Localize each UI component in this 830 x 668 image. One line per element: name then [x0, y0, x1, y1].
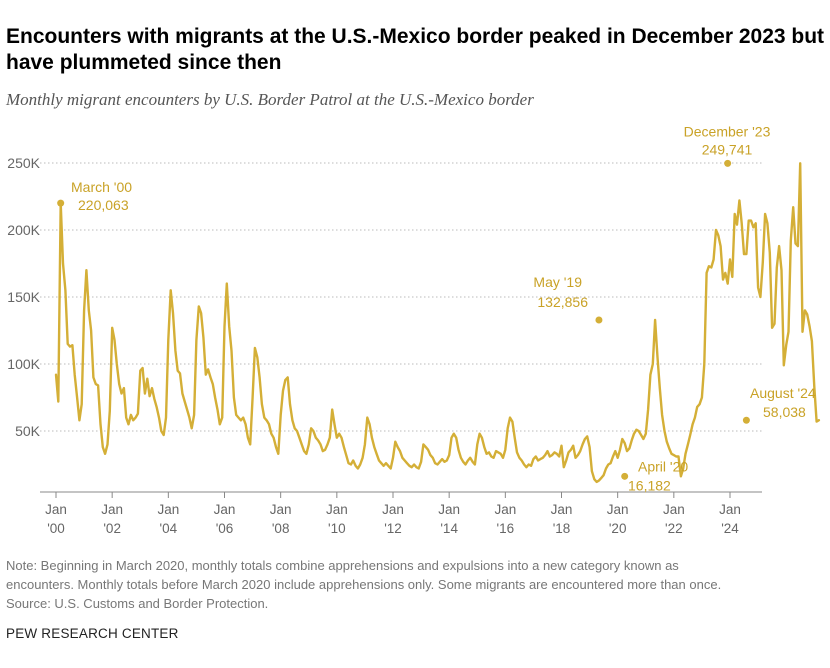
x-tick-label-year: '16 — [497, 521, 515, 536]
x-tick-label-month: Jan — [551, 502, 573, 517]
x-tick-label-month: Jan — [270, 502, 292, 517]
annotation-value: 16,182 — [628, 477, 671, 493]
x-tick-label-year: '00 — [47, 521, 65, 536]
x-tick-label-month: Jan — [157, 502, 179, 517]
annotation-value: 132,856 — [537, 294, 588, 310]
chart-title: Encounters with migrants at the U.S.-Mex… — [6, 25, 825, 74]
y-tick-label: 200K — [7, 222, 40, 238]
x-tick-label-month: Jan — [494, 502, 516, 517]
x-tick-label-year: '08 — [272, 521, 290, 536]
x-tick-label-year: '04 — [160, 521, 178, 536]
x-tick-label-year: '22 — [665, 521, 683, 536]
annotation-marker — [595, 316, 603, 324]
x-tick-label-month: Jan — [382, 502, 404, 517]
x-tick-label-month: Jan — [607, 502, 629, 517]
x-axis-labels: Jan '00 Jan '02 Jan '04 Jan '06 Jan '08 Jan '10 Jan '… — [45, 492, 741, 536]
x-tick-label-year: '14 — [440, 521, 458, 536]
annotation-value: 249,741 — [702, 141, 753, 157]
x-tick-label-year: '20 — [609, 521, 627, 536]
y-tick-label: 100K — [7, 356, 40, 372]
annotation-marker — [742, 416, 750, 424]
y-tick-label: 50K — [15, 423, 41, 439]
org-credit: PEW RESEARCH CENTER — [6, 626, 179, 641]
x-tick-label-year: '10 — [328, 521, 346, 536]
annotation-label: December '23 — [684, 123, 771, 139]
annotation-marker — [621, 472, 629, 480]
y-axis-labels: 50K 100K 150K 200K 250K — [7, 155, 40, 439]
chart-note: Note: Beginning in March 2020, monthly t… — [6, 556, 824, 613]
annotation-label: May '19 — [533, 274, 582, 290]
annotation-marker — [57, 199, 65, 207]
x-tick-label-year: '18 — [553, 521, 571, 536]
series-line-path — [54, 162, 821, 484]
annotation-value: 220,063 — [78, 197, 129, 213]
note-line-1: Note: Beginning in March 2020, monthly t… — [6, 558, 679, 573]
annotations: March '00 220,063 May '19 132,856 April '20 1… — [57, 123, 816, 493]
x-tick-label-year: '06 — [216, 521, 234, 536]
chart-subtitle: Monthly migrant encounters by U.S. Borde… — [6, 90, 534, 109]
note-line-2: encounters. Monthly totals before March … — [6, 577, 722, 592]
annotation-label: August '24 — [750, 385, 816, 401]
x-tick-label-year: '24 — [721, 521, 739, 536]
x-tick-label-month: Jan — [101, 502, 123, 517]
x-tick-label-month: Jan — [438, 502, 460, 517]
x-tick-label-year: '02 — [103, 521, 121, 536]
series-line — [54, 162, 821, 484]
x-tick-label-month: Jan — [45, 502, 67, 517]
x-tick-label-month: Jan — [326, 502, 348, 517]
x-tick-label-month: Jan — [719, 502, 741, 517]
x-tick-label-month: Jan — [214, 502, 236, 517]
annotation-label: April '20 — [638, 458, 688, 474]
x-tick-label-year: '12 — [384, 521, 402, 536]
annotation-value: 58,038 — [763, 404, 806, 420]
x-tick-label-month: Jan — [663, 502, 685, 517]
source-line: Source: U.S. Customs and Border Protecti… — [6, 596, 269, 611]
y-tick-label: 150K — [7, 289, 40, 305]
annotation-marker — [724, 159, 732, 167]
annotation-label: March '00 — [71, 179, 132, 195]
y-tick-label: 250K — [7, 155, 40, 171]
